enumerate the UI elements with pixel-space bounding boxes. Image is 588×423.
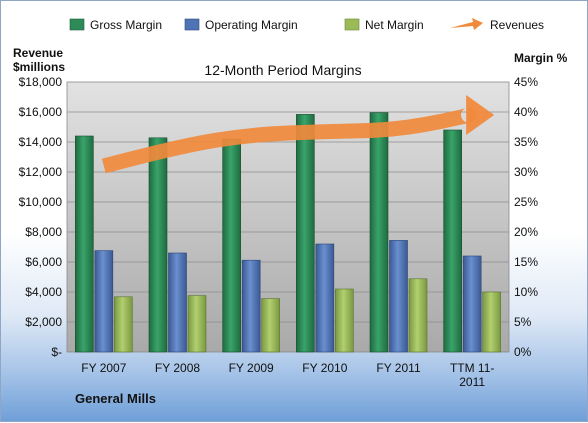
chart-title: 12-Month Period Margins xyxy=(204,62,361,78)
bar-operating-margin xyxy=(168,252,187,353)
x-tick-label: FY 2007 xyxy=(81,361,126,375)
revenue-arrowhead xyxy=(466,95,495,135)
y-left-tick: $6,000 xyxy=(25,255,62,269)
y-right-tick: 45% xyxy=(514,75,538,89)
y-left-tick: $4,000 xyxy=(25,285,62,299)
y-left-tick: $- xyxy=(51,345,62,359)
legend-operating-margin: Operating Margin xyxy=(205,18,298,32)
legend-swatch-operating xyxy=(184,18,200,31)
y-left-tick: $18,000 xyxy=(19,75,63,89)
y-right-label: Margin % xyxy=(514,51,568,65)
legend-swatch-revenues xyxy=(450,18,483,30)
y-left-tick: $12,000 xyxy=(19,165,63,179)
bar-net-margin xyxy=(335,288,354,353)
x-tick-label: FY 2010 xyxy=(302,361,347,375)
x-tick-label: FY 2011 xyxy=(376,361,421,375)
right-axis: 0% 5% 10% 15% 20% 25% 30% 35% 40% 45% xyxy=(514,75,538,359)
legend-revenues: Revenues xyxy=(490,18,544,32)
bar-operating-margin xyxy=(389,240,408,353)
left-axis: $- $2,000 $4,000 $6,000 $8,000 $10,000 $12,000… xyxy=(19,75,63,359)
bar-operating-margin xyxy=(462,255,482,353)
y-left-label-line1: Revenue xyxy=(13,46,63,60)
y-left-tick: $10,000 xyxy=(19,195,63,209)
bars xyxy=(75,112,501,353)
revenue-arrow xyxy=(101,95,495,174)
legend-swatch-gross xyxy=(69,18,85,31)
x-tick-label: FY 2008 xyxy=(155,361,200,375)
x-tick-label: FY 2009 xyxy=(229,361,274,375)
bar-net-margin xyxy=(261,298,280,353)
bar-net-margin xyxy=(482,291,501,353)
y-right-tick: 30% xyxy=(514,165,538,179)
legend-net-margin: Net Margin xyxy=(365,18,424,32)
x-tick-label: 2011 xyxy=(459,375,485,389)
legend: Gross Margin Operating Margin Net Margin… xyxy=(69,18,544,32)
bar-operating-margin xyxy=(241,259,261,353)
bar-gross-margin xyxy=(369,112,389,353)
x-tick-label: TTM 11- xyxy=(450,361,494,375)
y-right-tick: 10% xyxy=(514,285,538,299)
legend-gross-margin: Gross Margin xyxy=(90,18,162,32)
bar-operating-margin xyxy=(315,243,335,353)
y-right-tick: 25% xyxy=(514,195,538,209)
gridlines xyxy=(67,111,509,323)
y-left-tick: $2,000 xyxy=(25,315,62,329)
x-axis: FY 2007 FY 2008 FY 2009 FY 2010 FY 2011 TTM 1… xyxy=(81,361,494,389)
bar-net-margin xyxy=(408,278,428,353)
y-right-tick: 5% xyxy=(514,315,532,329)
bar-net-margin xyxy=(187,295,207,353)
bar-gross-margin xyxy=(222,138,241,353)
legend-swatch-net xyxy=(344,18,360,31)
company-name: General Mills xyxy=(75,391,156,406)
bar-gross-margin xyxy=(75,135,94,353)
y-right-tick: 35% xyxy=(514,135,538,149)
y-left-tick: $16,000 xyxy=(19,105,63,119)
y-left-tick: $14,000 xyxy=(19,135,63,149)
y-right-tick: 0% xyxy=(514,345,532,359)
y-left-tick: $8,000 xyxy=(25,225,62,239)
bar-gross-margin xyxy=(296,114,315,353)
bar-net-margin xyxy=(114,296,133,353)
bar-gross-margin xyxy=(443,129,462,353)
y-right-tick: 40% xyxy=(514,105,538,119)
y-right-tick: 20% xyxy=(514,225,538,239)
y-left-label-line2: $millions xyxy=(13,60,65,74)
revenue-line xyxy=(101,107,477,174)
y-right-tick: 15% xyxy=(514,255,538,269)
bar-operating-margin xyxy=(94,250,114,353)
bar-gross-margin xyxy=(148,137,168,353)
